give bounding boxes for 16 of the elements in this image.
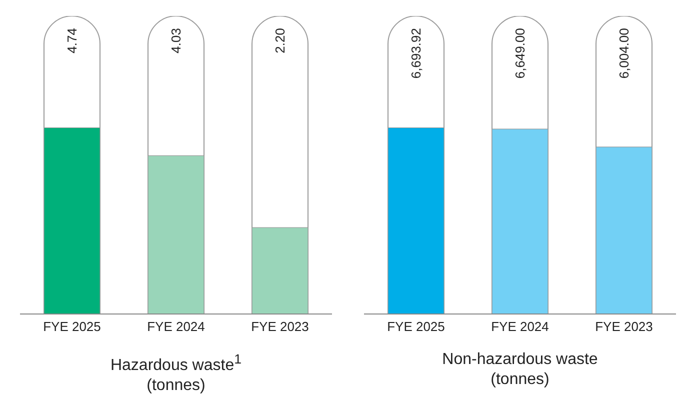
text: Non-hazardous waste bbox=[442, 351, 598, 368]
x-tick-label: FYE 2025 bbox=[43, 319, 101, 334]
text: (tonnes) bbox=[490, 371, 550, 388]
data-label: 6,004.00 bbox=[616, 28, 632, 79]
x-tick-label: FYE 2024 bbox=[147, 319, 205, 334]
x-tick-label: FYE 2025 bbox=[387, 319, 445, 334]
data-label: 6,649.00 bbox=[512, 28, 528, 79]
data-label: 2.20 bbox=[272, 28, 288, 54]
data-label: 4.03 bbox=[168, 28, 184, 54]
data-label: 6,693.92 bbox=[408, 28, 424, 79]
x-tick-label: FYE 2023 bbox=[251, 319, 309, 334]
x-tick-label: FYE 2024 bbox=[491, 319, 549, 334]
data-label: 4.74 bbox=[64, 28, 80, 54]
text: Hazardous waste$^{1}$ bbox=[110, 352, 242, 374]
text: (tonnes) bbox=[146, 377, 206, 394]
x-tick-label: FYE 2023 bbox=[595, 319, 653, 334]
